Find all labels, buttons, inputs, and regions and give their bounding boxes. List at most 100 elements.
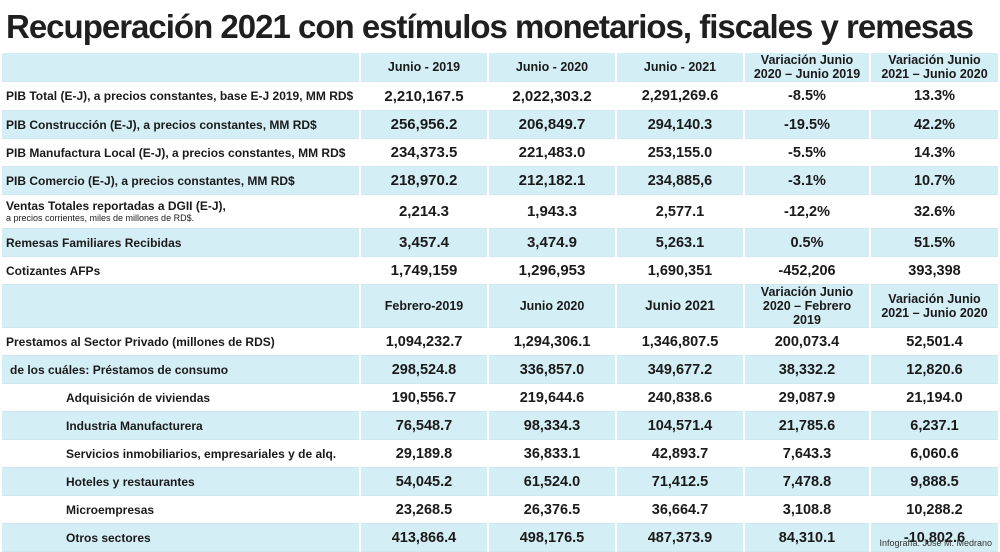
row-value: -452,206 — [743, 256, 870, 285]
row-value: 84,310.1 — [743, 523, 870, 552]
row-value: 54,045.2 — [359, 467, 488, 496]
header-cell: Junio 2020 — [487, 284, 616, 328]
row-value: 0.5% — [743, 228, 870, 257]
row-value: -8.5% — [743, 81, 870, 111]
row-value: 71,412.5 — [615, 467, 744, 496]
row-label: Prestamos al Sector Privado (millones de… — [2, 327, 360, 356]
row-value: 2,214.3 — [359, 194, 488, 229]
row-label: Remesas Familiares Recibidas — [2, 228, 360, 257]
row-value: 1,094,232.7 — [359, 327, 488, 356]
row-value: 5,263.1 — [615, 228, 744, 257]
row-value: 10.7% — [869, 166, 998, 195]
row-value: 21,785.6 — [743, 411, 870, 440]
row-value: 1,943.3 — [487, 194, 616, 229]
row-value: 51.5% — [869, 228, 998, 257]
row-value: 36,664.7 — [615, 495, 744, 524]
row-value: 234,373.5 — [359, 138, 488, 167]
row-value: 218,970.2 — [359, 166, 488, 195]
header-cell: Febrero-2019 — [359, 284, 488, 328]
row-value: 393,398 — [869, 256, 998, 285]
row-value: 6,237.1 — [869, 411, 998, 440]
row-value: -3.1% — [743, 166, 870, 195]
row-value: -12,2% — [743, 194, 870, 229]
header-cell: Junio - 2020 — [487, 53, 616, 82]
row-value: 240,838.6 — [615, 383, 744, 412]
row-value: 9,888.5 — [869, 467, 998, 496]
row-value: 349,677.2 — [615, 355, 744, 384]
row-value: 498,176.5 — [487, 523, 616, 552]
table-row: Adquisición de viviendas 190,556.7 219,6… — [2, 383, 998, 412]
row-value: 1,294,306.1 — [487, 327, 616, 356]
header-blank-cell — [2, 53, 360, 82]
row-label: Industria Manufacturera — [2, 411, 360, 440]
row-value: 29,189.8 — [359, 439, 488, 468]
row-value: -19.5% — [743, 110, 870, 139]
table-row: PIB Construcción (E-J), a precios consta… — [2, 110, 998, 139]
row-value: 200,073.4 — [743, 327, 870, 356]
header-cell: Variación Junio 2020 – Junio 2019 — [743, 53, 870, 82]
row-value: 10,288.2 — [869, 495, 998, 524]
header-cell: Variación Junio 2021 – Junio 2020 — [869, 53, 998, 82]
header-cell: Variación Junio 2020 – Febrero 2019 — [743, 284, 870, 328]
row-value: 234,885,6 — [615, 166, 744, 195]
table-row: Microempresas 23,268.5 26,376.5 36,664.7… — [2, 495, 998, 524]
row-value: 219,644.6 — [487, 383, 616, 412]
row-label: Cotizantes AFPs — [2, 256, 360, 285]
table-row: PIB Manufactura Local (E-J), a precios c… — [2, 138, 998, 167]
row-value: 7,643.3 — [743, 439, 870, 468]
table-row: Remesas Familiares Recibidas 3,457.4 3,4… — [2, 228, 998, 257]
row-value: 487,373.9 — [615, 523, 744, 552]
row-value: 14.3% — [869, 138, 998, 167]
row-value: 212,182.1 — [487, 166, 616, 195]
row-label: PIB Construcción (E-J), a precios consta… — [2, 110, 360, 139]
row-value: 190,556.7 — [359, 383, 488, 412]
table-row: Prestamos al Sector Privado (millones de… — [2, 327, 998, 356]
row-value: 2,210,167.5 — [359, 81, 488, 111]
row-value: 104,571.4 — [615, 411, 744, 440]
row-label: PIB Total (E-J), a precios constantes, b… — [2, 81, 360, 111]
row-value: 1,296,953 — [487, 256, 616, 285]
row-value: 29,087.9 — [743, 383, 870, 412]
data-table: Junio - 2019 Junio - 2020 Junio - 2021 V… — [2, 53, 998, 552]
header-cell: Junio - 2021 — [615, 53, 744, 82]
row-value: 36,833.1 — [487, 439, 616, 468]
row-value: 98,334.3 — [487, 411, 616, 440]
row-value: -10,802.6 — [869, 523, 998, 552]
row-value: 76,548.7 — [359, 411, 488, 440]
table-row: de los cuáles: Préstamos de consumo 298,… — [2, 355, 998, 384]
row-value: 42,893.7 — [615, 439, 744, 468]
row-value: 52,501.4 — [869, 327, 998, 356]
row-value: 253,155.0 — [615, 138, 744, 167]
row-value: 23,268.5 — [359, 495, 488, 524]
table-row: PIB Comercio (E-J), a precios constantes… — [2, 166, 998, 195]
row-label-main: Ventas Totales reportadas a DGII (E-J), — [6, 199, 226, 213]
row-value: 221,483.0 — [487, 138, 616, 167]
row-label: Microempresas — [2, 495, 360, 524]
row-value: 206,849.7 — [487, 110, 616, 139]
row-label: de los cuáles: Préstamos de consumo — [2, 355, 360, 384]
page-title: Recuperación 2021 con estímulos monetari… — [6, 8, 974, 45]
row-value: 336,857.0 — [487, 355, 616, 384]
row-value: 2,291,269.6 — [615, 81, 744, 111]
row-label: Adquisición de viviendas — [2, 383, 360, 412]
row-value: 3,474.9 — [487, 228, 616, 257]
row-value: 294,140.3 — [615, 110, 744, 139]
row-label: Ventas Totales reportadas a DGII (E-J), … — [2, 194, 360, 229]
table-row: Servicios inmobiliarios, empresariales y… — [2, 439, 998, 468]
header-cell: Variación Junio 2021 – Junio 2020 — [869, 284, 998, 328]
row-value: 7,478.8 — [743, 467, 870, 496]
row-value: 1,749,159 — [359, 256, 488, 285]
row-value: 6,060.6 — [869, 439, 998, 468]
row-value: 298,524.8 — [359, 355, 488, 384]
row-label-sub: a precios corrientes, miles de millones … — [6, 213, 195, 223]
table-row: Cotizantes AFPs 1,749,159 1,296,953 1,69… — [2, 256, 998, 285]
row-value: 413,866.4 — [359, 523, 488, 552]
table-row: Ventas Totales reportadas a DGII (E-J), … — [2, 194, 998, 229]
row-value: 13.3% — [869, 81, 998, 111]
row-value: 12,820.6 — [869, 355, 998, 384]
credit-line: Infografía: José M. Medrano — [879, 538, 992, 548]
row-value: 21,194.0 — [869, 383, 998, 412]
table-row: Hoteles y restaurantes 54,045.2 61,524.0… — [2, 467, 998, 496]
row-label: PIB Manufactura Local (E-J), a precios c… — [2, 138, 360, 167]
row-value: 38,332.2 — [743, 355, 870, 384]
